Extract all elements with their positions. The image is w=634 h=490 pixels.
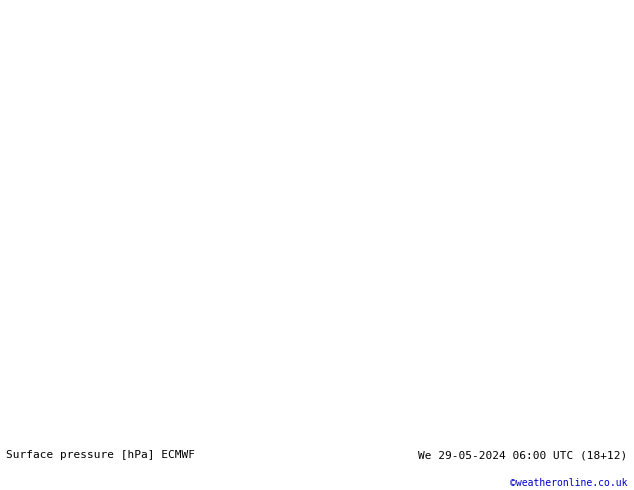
Text: We 29-05-2024 06:00 UTC (18+12): We 29-05-2024 06:00 UTC (18+12): [418, 450, 628, 460]
Text: ©weatheronline.co.uk: ©weatheronline.co.uk: [510, 478, 628, 488]
Text: Surface pressure [hPa] ECMWF: Surface pressure [hPa] ECMWF: [6, 450, 195, 460]
